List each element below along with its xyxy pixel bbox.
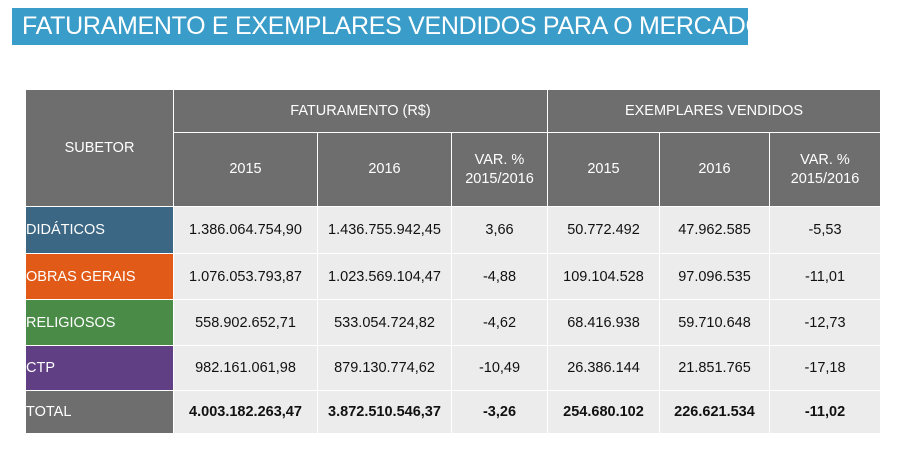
header-fat-2015: 2015 — [173, 132, 318, 207]
cell-ex-2015: 50.772.492 — [547, 206, 660, 254]
header-fat-var: VAR. % 2015/2016 — [451, 132, 548, 207]
cell-ex-2015: 26.386.144 — [547, 345, 660, 391]
header-var-line1: VAR. % — [800, 151, 850, 168]
row-label-didaticos: DIDÁTICOS — [25, 206, 174, 254]
header-ex-var: VAR. % 2015/2016 — [769, 132, 881, 207]
cell-fat-2015: 4.003.182.263,47 — [173, 390, 318, 434]
cell-ex-var: -17,18 — [769, 345, 881, 391]
cell-fat-var: -10,49 — [451, 345, 548, 391]
cell-fat-2015: 982.161.061,98 — [173, 345, 318, 391]
header-faturamento: FATURAMENTO (R$) — [173, 89, 548, 133]
cell-fat-var: -3,26 — [451, 390, 548, 434]
cell-fat-2015: 558.902.652,71 — [173, 299, 318, 346]
row-label-total: TOTAL — [25, 390, 174, 434]
cell-ex-var: -5,53 — [769, 206, 881, 254]
header-var-line1: VAR. % — [474, 151, 525, 168]
header-subetor: SUBETOR — [25, 89, 174, 207]
cell-ex-2015: 68.416.938 — [547, 299, 660, 346]
header-ex-2015: 2015 — [547, 132, 660, 207]
cell-ex-2015: 109.104.528 — [547, 253, 660, 300]
header-row-top: SUBETOR FATURAMENTO (R$) EXEMPLARES VEND… — [25, 89, 881, 207]
cell-ex-2016: 97.096.535 — [659, 253, 770, 300]
header-exemplares: EXEMPLARES VENDIDOS — [547, 89, 881, 133]
header-var-line2: 2015/2016 — [465, 170, 534, 187]
row-label-religiosos: RELIGIOSOS — [25, 299, 174, 346]
table-row: OBRAS GERAIS 1.076.053.793,87 1.023.569.… — [25, 253, 881, 300]
cell-fat-var: -4,62 — [451, 299, 548, 346]
table-row: DIDÁTICOS 1.386.064.754,90 1.436.755.942… — [25, 206, 881, 254]
cell-fat-2016: 533.054.724,82 — [317, 299, 452, 346]
cell-fat-2015: 1.076.053.793,87 — [173, 253, 318, 300]
table-row: CTP 982.161.061,98 879.130.774,62 -10,49… — [25, 345, 881, 391]
cell-ex-2016: 226.621.534 — [659, 390, 770, 434]
row-label-obras-gerais: OBRAS GERAIS — [25, 253, 174, 300]
header-ex-2016: 2016 — [659, 132, 770, 207]
cell-ex-var: -11,01 — [769, 253, 881, 300]
cell-ex-var: -11,02 — [769, 390, 881, 434]
row-label-ctp: CTP — [25, 345, 174, 391]
cell-ex-var: -12,73 — [769, 299, 881, 346]
cell-fat-2016: 3.872.510.546,37 — [317, 390, 452, 434]
sales-table: SUBETOR FATURAMENTO (R$) EXEMPLARES VEND… — [25, 89, 881, 434]
cell-fat-var: -4,88 — [451, 253, 548, 300]
table-row: RELIGIOSOS 558.902.652,71 533.054.724,82… — [25, 299, 881, 346]
page-title: FATURAMENTO E EXEMPLARES VENDIDOS PARA O… — [12, 8, 765, 45]
cell-fat-2015: 1.386.064.754,90 — [173, 206, 318, 254]
cell-ex-2015: 254.680.102 — [547, 390, 660, 434]
cell-fat-2016: 1.023.569.104,47 — [317, 253, 452, 300]
cell-fat-2016: 1.436.755.942,45 — [317, 206, 452, 254]
cell-fat-var: 3,66 — [451, 206, 548, 254]
cell-ex-2016: 59.710.648 — [659, 299, 770, 346]
header-fat-2016: 2016 — [317, 132, 452, 207]
table-row-total: TOTAL 4.003.182.263,47 3.872.510.546,37 … — [25, 390, 881, 434]
header-row-years: 2015 2016 VAR. % 2015/2016 2015 2016 VAR… — [26, 132, 881, 207]
cell-fat-2016: 879.130.774,62 — [317, 345, 452, 391]
header-var-line2: 2015/2016 — [790, 170, 860, 187]
cell-ex-2016: 47.962.585 — [659, 206, 770, 254]
cell-ex-2016: 21.851.765 — [659, 345, 770, 391]
